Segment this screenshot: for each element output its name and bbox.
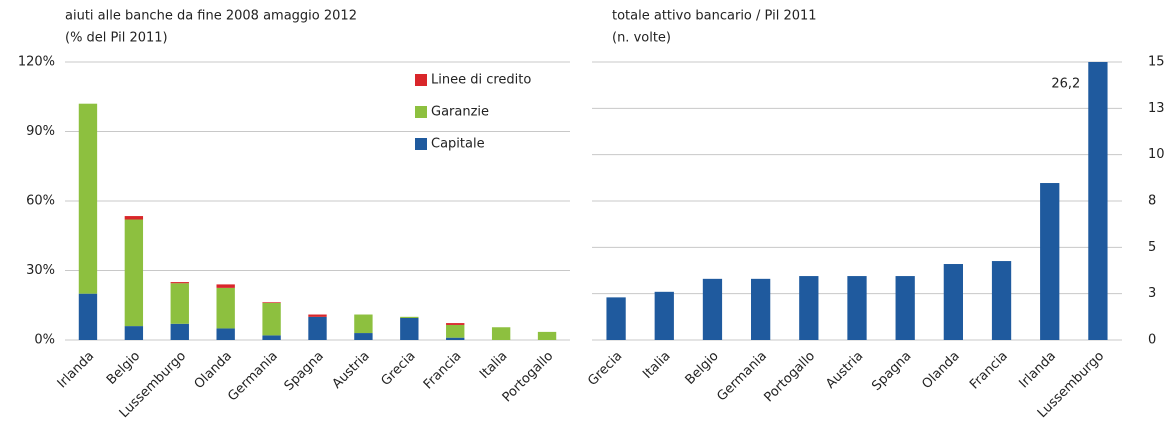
bar-segment [446, 323, 465, 325]
bar-segment [216, 284, 235, 288]
bar-segment [124, 326, 144, 340]
x-tick-label: Francia [967, 349, 1011, 393]
x-tick-label: Grecia [585, 349, 625, 389]
x-tick-label: Francia [421, 349, 465, 393]
bar-segment [537, 331, 557, 340]
bar [654, 291, 674, 340]
x-tick-label: Germania [225, 349, 281, 405]
bar-segment [262, 302, 281, 303]
x-tick-label: Olanda [919, 349, 962, 392]
bar-segment [400, 316, 419, 318]
bar [702, 278, 723, 340]
bar-segment [262, 335, 281, 340]
bar [751, 278, 771, 340]
x-tick-label: Italia [477, 349, 510, 382]
y-tick-label: 13 [1148, 101, 1165, 116]
x-tick-label: Austria [823, 349, 866, 392]
x-tick-label: Spagna [869, 349, 914, 394]
bar-segment [491, 327, 511, 340]
y-tick-label: 8 [1148, 194, 1156, 209]
chart-subtitle: (n. volte) [612, 31, 671, 46]
value-label: 26,2 [1051, 77, 1080, 92]
y-tick-label: 60% [26, 194, 55, 209]
legend-swatch [415, 106, 427, 118]
x-tick-label: Irlanda [1016, 349, 1059, 392]
chart-title: totale attivo bancario / Pil 2011 [612, 9, 817, 24]
x-tick-label: Irlanda [55, 349, 98, 392]
y-tick-label: 90% [26, 124, 55, 139]
bar [606, 297, 626, 340]
bar [1040, 183, 1060, 340]
chart-subtitle: (% del Pil 2011) [65, 31, 168, 46]
x-tick-label: Belgio [683, 349, 722, 388]
x-tick-label: Austria [330, 349, 373, 392]
bar [1088, 62, 1108, 340]
y-tick-label: 15 [1148, 55, 1165, 70]
x-tick-label: Belgio [104, 349, 143, 388]
legend-label: Garanzie [431, 105, 489, 120]
bar-segment [124, 216, 144, 220]
x-tick-label: Grecia [378, 349, 418, 389]
bar-segment [308, 316, 327, 340]
x-tick-label: Portogallo [761, 349, 818, 406]
y-tick-label: 0 [1148, 333, 1156, 348]
x-tick-label: Italia [640, 349, 673, 382]
bar-segment [446, 337, 465, 340]
bar-segment [446, 324, 465, 338]
bar-segment [262, 302, 281, 336]
bar [943, 264, 963, 340]
bar [799, 276, 819, 340]
y-tick-label: 0% [34, 333, 55, 348]
y-tick-label: 30% [26, 263, 55, 278]
x-tick-label: Olanda [192, 349, 235, 392]
bar-segment [354, 314, 373, 334]
bar-segment [170, 282, 189, 284]
bar [847, 276, 867, 340]
bar-segment [216, 287, 235, 329]
bar [895, 276, 915, 340]
bar-segment [216, 328, 235, 340]
legend-swatch [415, 138, 427, 150]
y-tick-label: 5 [1148, 240, 1156, 255]
bar [991, 261, 1012, 340]
bar-segment [400, 317, 419, 340]
legend-swatch [415, 74, 427, 86]
bar-segment [78, 103, 98, 294]
bar-segment [78, 293, 98, 340]
bar-segment [170, 323, 189, 340]
x-tick-label: Spagna [282, 349, 327, 394]
y-tick-label: 120% [18, 55, 55, 70]
bar-segment [170, 283, 189, 324]
legend-label: Capitale [431, 137, 485, 152]
bar-segment [354, 333, 373, 340]
bar-segment [308, 314, 327, 317]
bar-segment [124, 219, 144, 327]
legend-label: Linee di credito [431, 73, 531, 88]
chart-title: aiuti alle banche da fine 2008 amaggio 2… [65, 9, 357, 24]
y-tick-label: 3 [1148, 286, 1156, 301]
y-tick-label: 10 [1148, 147, 1165, 162]
